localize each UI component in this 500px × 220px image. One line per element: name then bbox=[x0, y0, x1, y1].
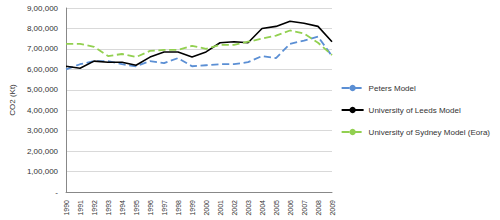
svg-text:1,00,000: 1,00,000 bbox=[27, 167, 59, 176]
svg-text:2007: 2007 bbox=[301, 200, 308, 216]
svg-text:-: - bbox=[55, 188, 58, 197]
svg-text:2006: 2006 bbox=[287, 200, 294, 216]
svg-text:2009: 2009 bbox=[329, 200, 336, 216]
svg-text:5,00,000: 5,00,000 bbox=[27, 85, 59, 94]
svg-text:1998: 1998 bbox=[175, 200, 182, 216]
svg-text:University of Sydney Model (Eo: University of Sydney Model (Eora) bbox=[369, 128, 491, 137]
svg-text:1996: 1996 bbox=[147, 200, 154, 216]
svg-text:2005: 2005 bbox=[273, 200, 280, 216]
svg-text:1997: 1997 bbox=[161, 200, 168, 216]
svg-text:1991: 1991 bbox=[77, 200, 84, 216]
svg-text:1993: 1993 bbox=[105, 200, 112, 216]
svg-text:2,00,000: 2,00,000 bbox=[27, 147, 59, 156]
svg-text:University of Leeds Model: University of Leeds Model bbox=[369, 106, 461, 115]
svg-text:Peters Model: Peters Model bbox=[369, 84, 416, 93]
svg-text:3,00,000: 3,00,000 bbox=[27, 126, 59, 135]
svg-text:9,00,000: 9,00,000 bbox=[27, 4, 59, 13]
svg-text:2000: 2000 bbox=[203, 200, 210, 216]
svg-text:2003: 2003 bbox=[245, 200, 252, 216]
svg-text:4,00,000: 4,00,000 bbox=[27, 106, 59, 115]
svg-text:7,00,000: 7,00,000 bbox=[27, 44, 59, 53]
svg-text:1990: 1990 bbox=[63, 200, 70, 216]
svg-text:2008: 2008 bbox=[315, 200, 322, 216]
svg-text:8,00,000: 8,00,000 bbox=[27, 24, 59, 33]
svg-text:2004: 2004 bbox=[259, 200, 266, 216]
svg-text:CO2 (Kt): CO2 (Kt) bbox=[8, 84, 17, 116]
svg-text:1992: 1992 bbox=[91, 200, 98, 216]
svg-text:1994: 1994 bbox=[119, 200, 126, 216]
svg-text:1995: 1995 bbox=[133, 200, 140, 216]
svg-text:1999: 1999 bbox=[189, 200, 196, 216]
svg-text:6,00,000: 6,00,000 bbox=[27, 65, 59, 74]
svg-text:2002: 2002 bbox=[231, 200, 238, 216]
svg-text:2001: 2001 bbox=[217, 200, 224, 216]
